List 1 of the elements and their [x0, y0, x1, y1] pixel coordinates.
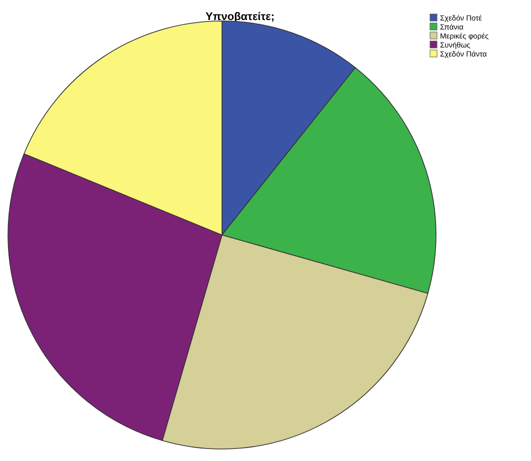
chart-title: Υπνοβατείτε; — [205, 11, 275, 23]
